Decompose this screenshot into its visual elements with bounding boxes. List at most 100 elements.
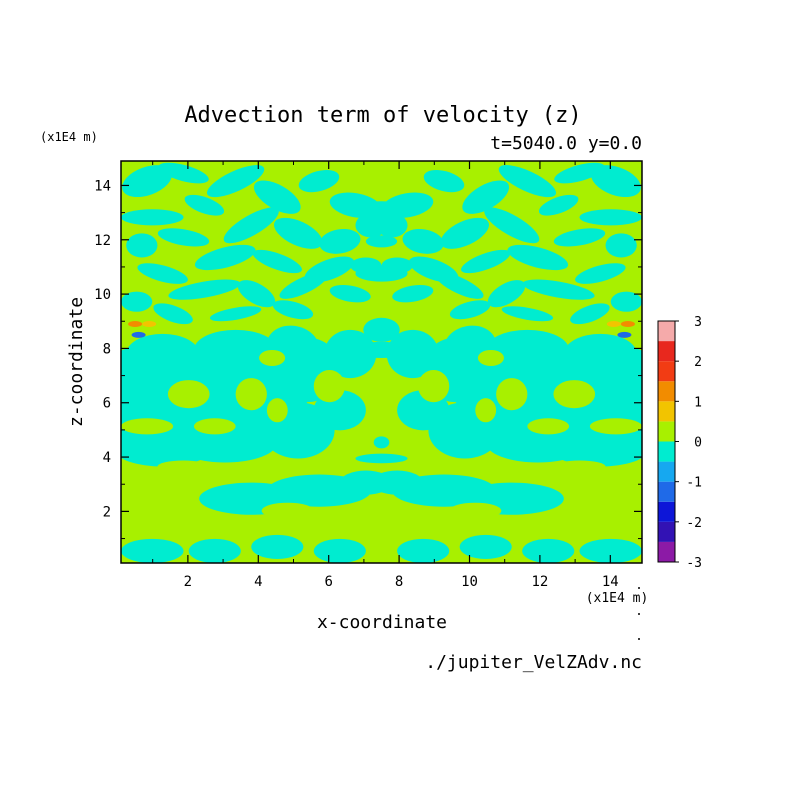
green-contour-region [477, 349, 504, 367]
y-axis-label: z-coordinate [66, 297, 87, 427]
cyan-contour-region [522, 279, 595, 300]
center-contour-region [373, 436, 390, 449]
cyan-contour-region [194, 244, 256, 271]
cyan-contour-region [554, 162, 605, 184]
extreme-value-spot [128, 320, 143, 327]
contour-field [121, 162, 642, 563]
x-axis-ticks: 2 4 6 8 10 12 14 [152, 161, 619, 590]
cyan-contour-region [121, 209, 184, 226]
extreme-value-spot [142, 320, 157, 327]
colorbar-labels: -3 -2 -1 0 1 2 3 [675, 315, 702, 571]
colorbar-segment [658, 521, 675, 542]
green-contour-region [157, 460, 210, 473]
x-tick-label: 8 [395, 574, 403, 590]
x-tick-label: 12 [531, 574, 548, 590]
cyan-contour-region [570, 303, 610, 325]
cyan-contour-region [272, 300, 314, 320]
cyan-contour-region [461, 249, 511, 274]
cyan-contour-region [563, 333, 637, 375]
cyan-contour-region [449, 300, 491, 320]
colorbar-segment [658, 461, 675, 482]
cyan-contour-region [402, 228, 444, 254]
cyan-contour-region [423, 169, 465, 193]
x-tick-label: 4 [254, 574, 262, 590]
y-unit-label: (x1E4 m) [40, 130, 98, 144]
extreme-value-spot [606, 320, 621, 327]
green-contour-region [313, 370, 346, 403]
green-contour-region [193, 418, 236, 435]
cyan-contour-region [435, 272, 484, 299]
unit-marker-dots [638, 587, 640, 640]
green-contour-region [235, 378, 267, 411]
green-contour-region [261, 502, 314, 519]
center-contour-region [363, 317, 400, 342]
cyan-contour-region [298, 169, 340, 193]
cyan-contour-region [459, 534, 512, 559]
cyan-contour-region [386, 329, 439, 379]
colorbar-label: -2 [686, 516, 702, 531]
cyan-contour-region [579, 209, 642, 226]
y-tick-label: 8 [103, 341, 111, 357]
center-contour-region [365, 235, 398, 248]
chart-subtitle: t=5040.0 y=0.0 [490, 133, 642, 154]
cyan-contour-region [126, 233, 158, 258]
colorbar-label: 1 [694, 395, 702, 410]
cyan-contour-region [237, 280, 276, 308]
cyan-contour-region [484, 207, 540, 244]
cyan-contour-region [575, 263, 626, 284]
cyan-contour-region [193, 329, 278, 371]
cyan-contour-region [158, 162, 209, 184]
x-tick-label: 14 [602, 574, 619, 590]
cyan-contour-region [252, 249, 302, 274]
center-contour-region [355, 453, 408, 464]
green-contour-region [553, 380, 596, 409]
extreme-value-spot [131, 331, 146, 338]
x-tick-label: 10 [461, 574, 478, 590]
green-contour-region [121, 418, 174, 435]
colorbar-segment [658, 541, 675, 562]
colorbar-label: 2 [694, 355, 702, 370]
colorbar-segment [658, 441, 675, 462]
cyan-contour-region [610, 291, 642, 312]
green-contour-region [259, 349, 286, 367]
colorbar-segment [658, 481, 675, 502]
cyan-contour-region [121, 291, 153, 312]
center-contour-region [355, 265, 408, 282]
cyan-contour-region [251, 534, 304, 559]
cyan-contour-region [188, 538, 241, 563]
cyan-contour-region [122, 165, 172, 198]
cyan-contour-region [209, 306, 262, 322]
cyan-contour-region [279, 272, 328, 299]
green-contour-region [167, 380, 210, 409]
cyan-contour-region [223, 207, 279, 244]
cyan-contour-region [137, 263, 188, 284]
colorbar-segment [658, 381, 675, 402]
cyan-contour-region [313, 538, 366, 563]
x-tick-label: 2 [184, 574, 192, 590]
cyan-contour-region [522, 538, 575, 563]
cyan-contour-region [487, 280, 526, 308]
chart-title: Advection term of velocity (z) [184, 103, 581, 128]
cyan-contour-region [273, 217, 323, 249]
colorbar-segment [658, 361, 675, 382]
cyan-contour-region [507, 244, 569, 271]
colorbar-label: -1 [686, 476, 702, 491]
cyan-contour-region [397, 538, 450, 563]
y-tick-label: 4 [103, 450, 111, 466]
center-contour-region [360, 201, 403, 218]
cyan-contour-region [168, 279, 241, 300]
y-tick-label: 12 [94, 233, 111, 249]
colorbar-label: -3 [686, 556, 702, 571]
cyan-contour-region [462, 180, 510, 214]
center-contour-region [371, 357, 392, 407]
cyan-contour-region [440, 217, 490, 249]
colorbar-segment [658, 401, 675, 422]
cyan-contour-region [498, 165, 557, 198]
cyan-contour-region [538, 194, 579, 216]
x-axis-label: x-coordinate [317, 612, 447, 633]
x-tick-label: 6 [324, 574, 332, 590]
cyan-contour-region [553, 228, 606, 247]
green-contour-region [266, 398, 288, 423]
center-contour-region [350, 341, 413, 358]
cyan-contour-region [126, 333, 200, 375]
